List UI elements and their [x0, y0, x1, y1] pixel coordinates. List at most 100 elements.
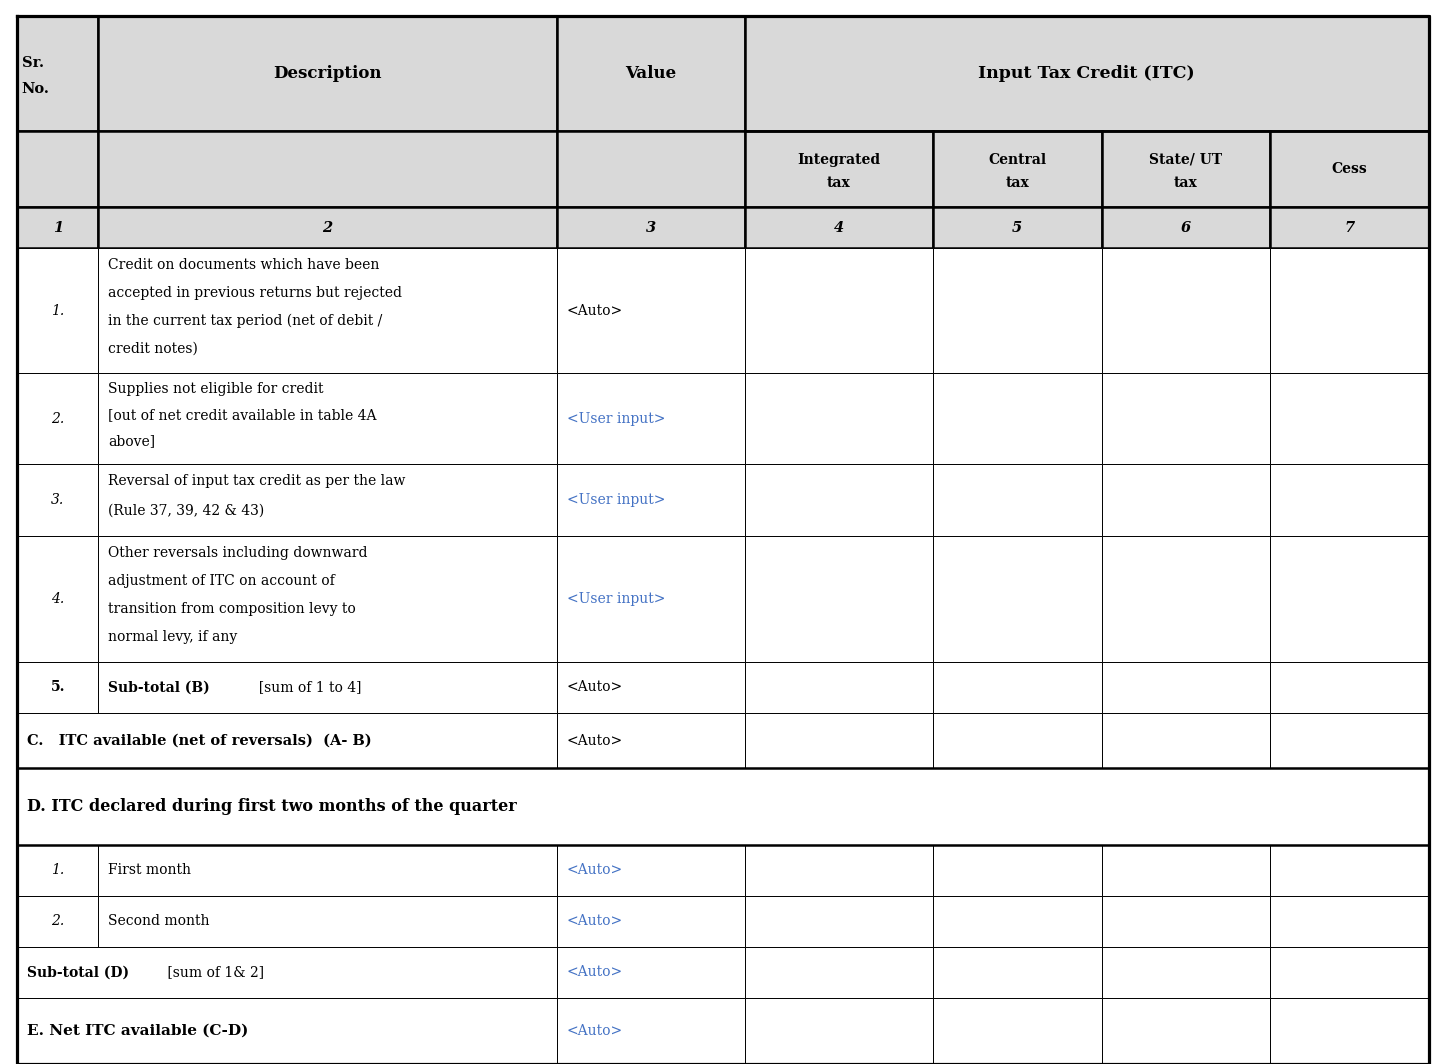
Bar: [1102, 248, 1270, 373]
Bar: [933, 464, 1102, 536]
Bar: [17, 536, 98, 662]
Text: <Auto>: <Auto>: [567, 733, 623, 748]
Bar: [17, 373, 98, 464]
Bar: [17, 464, 98, 536]
Text: [sum of 1 to 4]: [sum of 1 to 4]: [250, 680, 362, 695]
Bar: [557, 373, 745, 464]
Text: No.: No.: [22, 82, 49, 97]
Bar: [98, 373, 557, 464]
Bar: [745, 131, 933, 207]
Bar: [1270, 464, 1429, 536]
Bar: [98, 845, 557, 896]
Bar: [933, 662, 1102, 713]
Bar: [933, 845, 1102, 896]
Bar: [1270, 373, 1429, 464]
Text: tax: tax: [1005, 176, 1030, 190]
Text: 7: 7: [1343, 220, 1355, 235]
Bar: [98, 536, 557, 662]
Bar: [745, 713, 933, 768]
Text: 3.: 3.: [51, 493, 65, 508]
Text: Other reversals including downward: Other reversals including downward: [108, 546, 367, 560]
Text: Description: Description: [273, 65, 382, 82]
Bar: [1102, 207, 1270, 248]
Bar: [557, 536, 745, 662]
Text: credit notes): credit notes): [108, 342, 198, 355]
Bar: [1270, 248, 1429, 373]
Bar: [17, 947, 557, 998]
Bar: [1102, 947, 1270, 998]
Text: Value: Value: [625, 65, 677, 82]
Bar: [557, 207, 745, 248]
Bar: [1270, 713, 1429, 768]
Bar: [17, 207, 98, 248]
Text: D. ITC declared during first two months of the quarter: D. ITC declared during first two months …: [27, 798, 518, 815]
Bar: [557, 998, 745, 1064]
Bar: [98, 662, 557, 713]
Text: Supplies not eligible for credit: Supplies not eligible for credit: [108, 382, 324, 396]
Bar: [557, 248, 745, 373]
Text: E. Net ITC available (C-D): E. Net ITC available (C-D): [27, 1024, 249, 1038]
Bar: [745, 373, 933, 464]
Text: <User input>: <User input>: [567, 412, 665, 426]
Bar: [1270, 662, 1429, 713]
Text: State/ UT: State/ UT: [1150, 153, 1222, 167]
Bar: [98, 896, 557, 947]
Bar: [745, 464, 933, 536]
Bar: [1270, 896, 1429, 947]
Text: Sr.: Sr.: [22, 55, 43, 70]
Text: 4: 4: [833, 220, 844, 235]
Bar: [1102, 845, 1270, 896]
Text: normal levy, if any: normal levy, if any: [108, 630, 237, 644]
Bar: [745, 207, 933, 248]
Bar: [17, 131, 98, 207]
Text: Input Tax Credit (ITC): Input Tax Credit (ITC): [979, 65, 1194, 82]
Text: adjustment of ITC on account of: adjustment of ITC on account of: [108, 573, 335, 588]
Text: <User input>: <User input>: [567, 592, 665, 606]
Bar: [1102, 998, 1270, 1064]
Text: Integrated: Integrated: [797, 153, 881, 167]
Text: <Auto>: <Auto>: [567, 914, 623, 929]
Bar: [933, 947, 1102, 998]
Text: 2.: 2.: [51, 914, 65, 929]
Text: accepted in previous returns but rejected: accepted in previous returns but rejecte…: [108, 285, 402, 300]
Bar: [1102, 536, 1270, 662]
Bar: [98, 16, 557, 131]
Bar: [745, 947, 933, 998]
Text: <Auto>: <Auto>: [567, 863, 623, 878]
Bar: [557, 16, 745, 131]
Text: <Auto>: <Auto>: [567, 303, 623, 318]
Bar: [745, 662, 933, 713]
Text: 2.: 2.: [51, 412, 65, 426]
Text: First month: First month: [108, 863, 191, 878]
Text: (Rule 37, 39, 42 & 43): (Rule 37, 39, 42 & 43): [108, 503, 265, 517]
Text: [out of net credit available in table 4A: [out of net credit available in table 4A: [108, 408, 377, 421]
Text: Sub-total (D): Sub-total (D): [27, 965, 130, 980]
Bar: [557, 896, 745, 947]
Text: 3: 3: [645, 220, 656, 235]
Bar: [1102, 464, 1270, 536]
Text: 1: 1: [52, 220, 64, 235]
Text: Central: Central: [988, 153, 1047, 167]
Text: tax: tax: [827, 176, 850, 190]
Text: [sum of 1& 2]: [sum of 1& 2]: [163, 965, 265, 980]
Bar: [933, 373, 1102, 464]
Text: <Auto>: <Auto>: [567, 680, 623, 695]
Text: Credit on documents which have been: Credit on documents which have been: [108, 257, 380, 271]
Text: 1.: 1.: [51, 863, 65, 878]
Bar: [17, 662, 98, 713]
Text: 5.: 5.: [51, 680, 65, 695]
Bar: [1270, 845, 1429, 896]
Text: 6: 6: [1180, 220, 1192, 235]
Text: Reversal of input tax credit as per the law: Reversal of input tax credit as per the …: [108, 475, 406, 488]
Text: 2: 2: [322, 220, 333, 235]
Bar: [557, 713, 745, 768]
Bar: [17, 16, 98, 131]
Bar: [17, 713, 557, 768]
Text: <Auto>: <Auto>: [567, 1024, 623, 1038]
Text: Cess: Cess: [1332, 162, 1366, 177]
Bar: [745, 248, 933, 373]
Bar: [745, 536, 933, 662]
Bar: [17, 998, 557, 1064]
Bar: [745, 896, 933, 947]
Bar: [933, 207, 1102, 248]
